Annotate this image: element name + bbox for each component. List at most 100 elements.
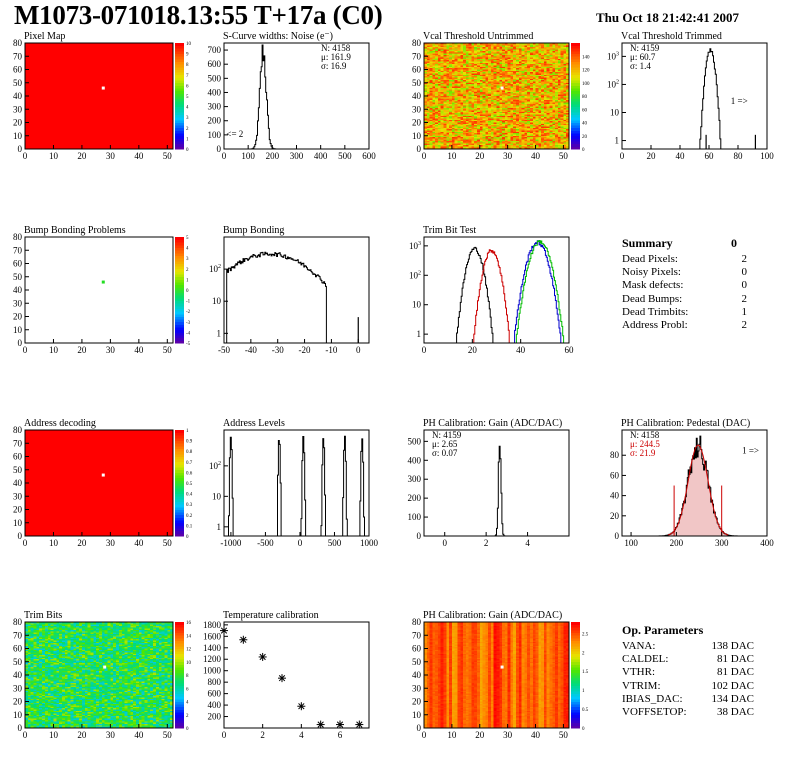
heatmap-cell: [432, 88, 436, 90]
heatmap-cell: [424, 93, 428, 95]
heatmap-cell: [451, 65, 455, 68]
heatmap-cell: [454, 68, 458, 70]
heatmap-cell: [451, 72, 455, 74]
heatmap-cell: [437, 84, 442, 86]
palette-band: [175, 453, 184, 457]
x-tick-label: 400: [760, 538, 774, 548]
heatmap-cell: [460, 129, 464, 131]
heatmap-cell: [435, 146, 439, 148]
heatmap-cell: [443, 123, 447, 126]
y-tick-label: 10: [412, 300, 422, 310]
heatmap-cell: [429, 147, 433, 150]
stats-line: N: 4158: [321, 43, 351, 53]
heatmap-cell: [435, 147, 439, 150]
palette-band: [175, 464, 184, 468]
heatmap-cell: [457, 70, 461, 73]
heatmap-cell: [446, 147, 450, 150]
heatmap-cell: [451, 69, 455, 72]
heatmap-cell: [451, 93, 455, 95]
heatmap-cell: [463, 45, 467, 48]
heatmap-cell: [446, 60, 450, 62]
heatmap-cell: [451, 57, 455, 60]
heatmap-cell: [454, 46, 458, 49]
heatmap-cell: [432, 135, 436, 138]
heatmap-cell: [449, 61, 453, 64]
heatmap-cell: [435, 44, 439, 46]
y-tick-label: 200: [208, 116, 222, 126]
overflow-annotation: <= 2: [226, 129, 243, 139]
heatmap-cell: [454, 70, 458, 73]
palette-band: [175, 472, 184, 476]
heatmap-cell: [454, 74, 458, 77]
heatmap-cell: [437, 52, 442, 54]
heatmap-cell: [457, 44, 461, 46]
heatmap-cell: [457, 110, 461, 113]
heatmap-cell: [432, 82, 436, 85]
x-tick-label: 20: [468, 345, 478, 355]
heatmap-cell: [426, 117, 430, 119]
heatmap-cell: [454, 93, 458, 95]
ph-gain-chart: PH Calibration: Gain (ADC/DAC)N: 4159μ: …: [408, 418, 570, 548]
heatmap-cell: [454, 65, 458, 68]
heatmap-cell: [429, 48, 433, 50]
heatmap-cell: [426, 102, 430, 105]
palette-band: [571, 50, 580, 54]
heatmap-cell: [454, 147, 458, 150]
heatmap-cell: [424, 119, 428, 122]
heatmap-cell: [429, 50, 433, 53]
heatmap-cell: [437, 45, 442, 48]
heatmap-cell: [446, 69, 450, 72]
heatmap-cell: [432, 84, 436, 86]
heatmap-cell: [424, 115, 428, 118]
heatmap-cell: [440, 89, 444, 92]
heatmap-cell: [437, 54, 442, 57]
palette-band: [175, 101, 184, 105]
heatmap-cell: [424, 134, 428, 137]
heatmap-cell: [457, 90, 461, 93]
y-tick-label: 0: [615, 531, 620, 541]
x-tick-label: 0: [222, 151, 227, 161]
heatmap-cell: [440, 133, 444, 135]
heatmap-cell: [454, 121, 458, 123]
heatmap-cell: [440, 134, 444, 137]
heatmap-cell: [440, 114, 444, 117]
y-tick-label: 80: [610, 450, 620, 460]
color-palette: [175, 43, 184, 150]
heatmap-cell: [432, 137, 436, 139]
heatmap-cell: [457, 86, 461, 89]
palette-band: [571, 45, 580, 49]
palette-band: [175, 271, 184, 275]
heatmap-cell: [435, 70, 439, 73]
heatmap-cell: [454, 139, 458, 142]
palette-band: [175, 274, 184, 278]
x-tick-label: 4: [525, 538, 530, 548]
heatmap-cell: [454, 131, 458, 134]
heatmap-cell: [463, 49, 467, 52]
heatmap-cell: [424, 70, 428, 73]
heatmap-cell: [435, 114, 439, 117]
palette-tick-label: -3: [186, 321, 191, 326]
histogram-series: [342, 435, 369, 537]
heatmap-cell: [424, 97, 428, 99]
heatmap-cell: [446, 85, 450, 88]
heatmap-cell: [443, 45, 447, 48]
heatmap-cell: [451, 145, 455, 147]
heatmap-cell: [426, 106, 430, 109]
heatmap-cell: [460, 111, 464, 114]
heatmap-cell: [446, 122, 450, 125]
palette-band: [571, 58, 580, 62]
heatmap-cell: [449, 94, 453, 97]
heatmap-cell: [429, 84, 433, 86]
heatmap-cell: [451, 90, 455, 93]
heatmap-cell: [424, 102, 428, 105]
heatmap-cell: [457, 125, 461, 127]
heatmap-cell: [443, 146, 447, 148]
palette-tick-label: 0.8: [186, 450, 193, 455]
heatmap-cell: [451, 77, 455, 80]
heatmap-cell: [449, 139, 453, 142]
heatmap-cell: [435, 88, 439, 90]
palette-band: [175, 237, 184, 241]
heatmap-cell: [443, 137, 447, 139]
heatmap-cell: [446, 76, 450, 78]
